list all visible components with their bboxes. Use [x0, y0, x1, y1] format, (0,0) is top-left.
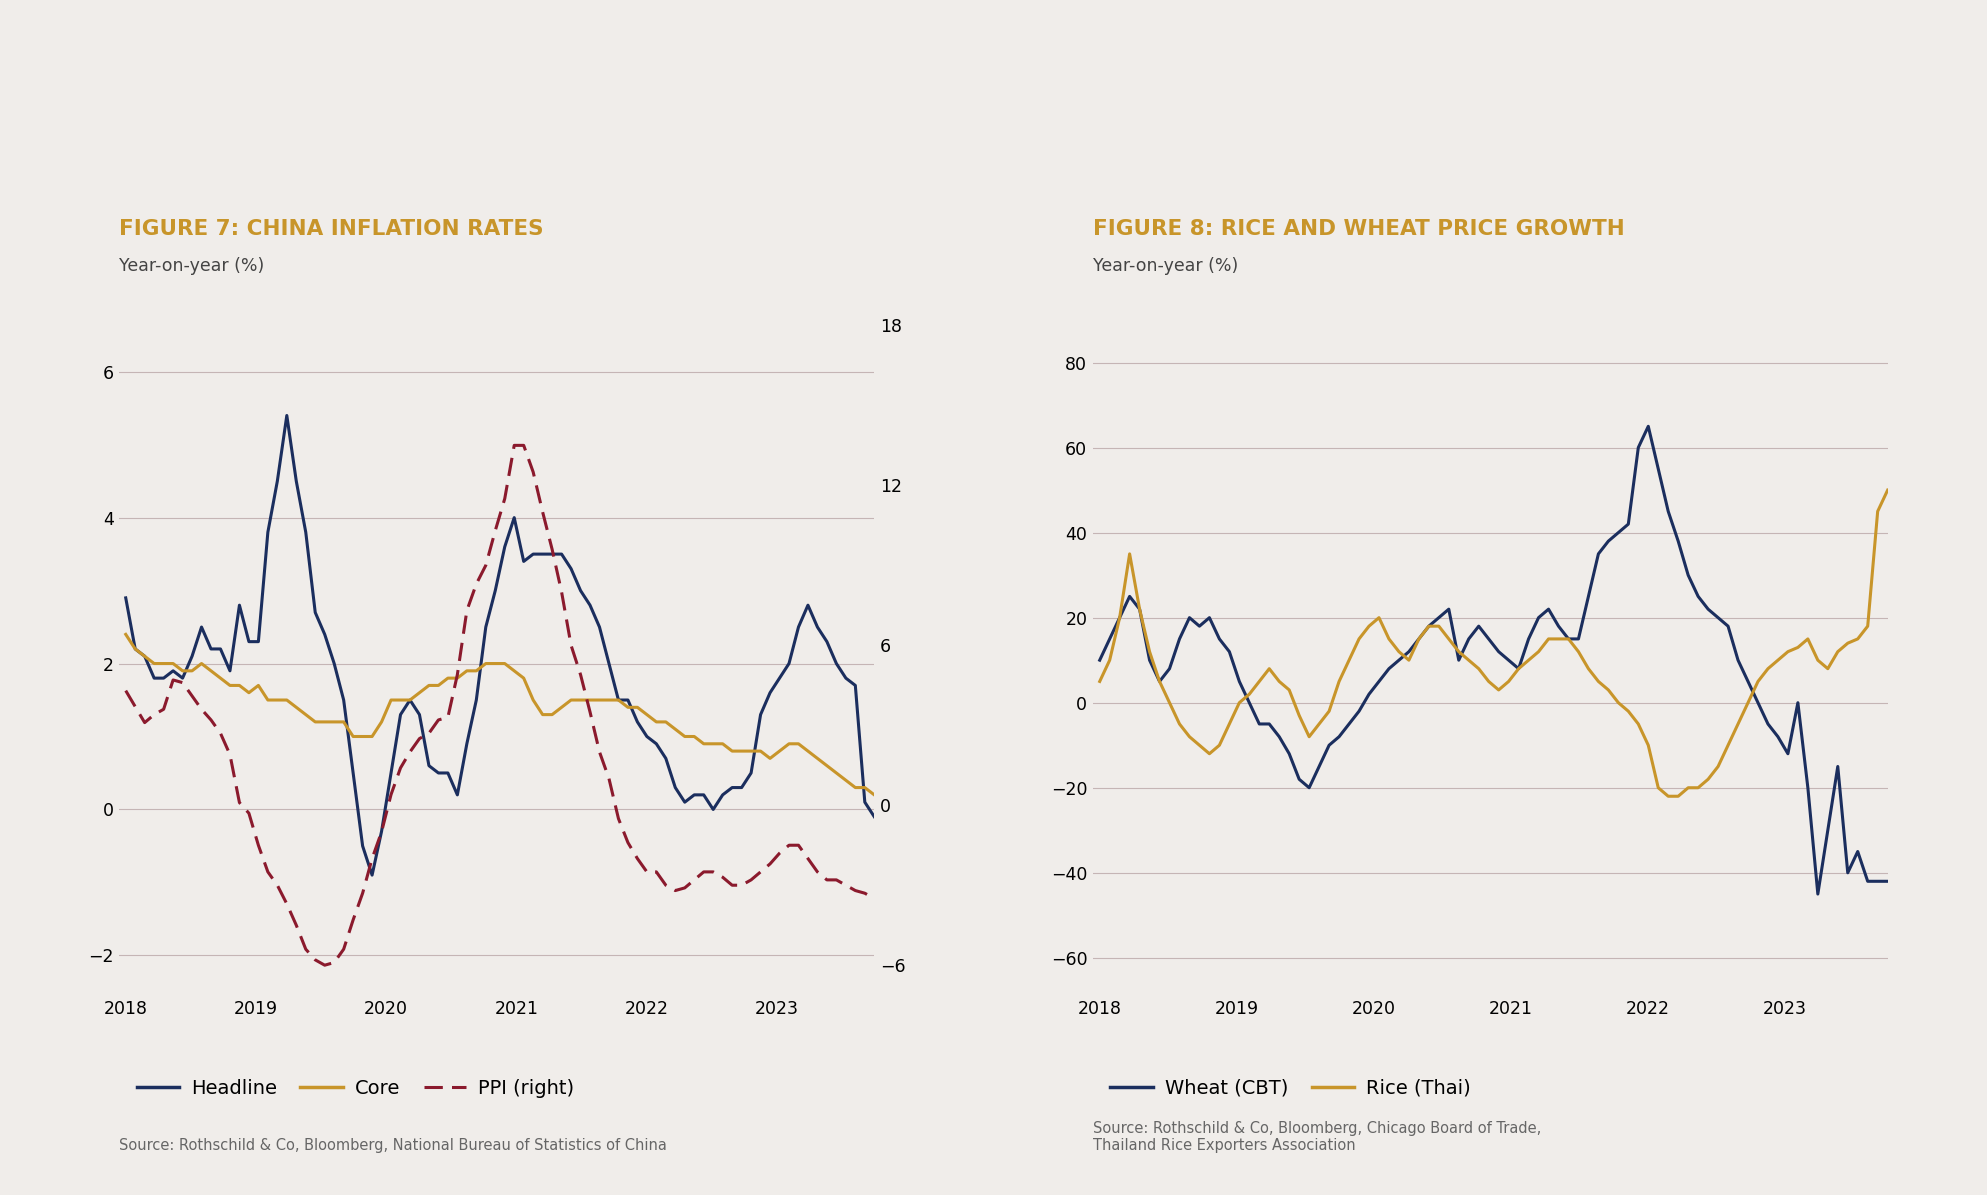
Text: Year-on-year (%): Year-on-year (%): [1093, 257, 1238, 275]
Legend: Wheat (CBT), Rice (Thai): Wheat (CBT), Rice (Thai): [1103, 1071, 1478, 1105]
Text: Source: Rothschild & Co, Bloomberg, Chicago Board of Trade,
Thailand Rice Export: Source: Rothschild & Co, Bloomberg, Chic…: [1093, 1121, 1542, 1153]
Text: Year-on-year (%): Year-on-year (%): [119, 257, 264, 275]
Text: FIGURE 7: CHINA INFLATION RATES: FIGURE 7: CHINA INFLATION RATES: [119, 219, 544, 239]
Text: Source: Rothschild & Co, Bloomberg, National Bureau of Statistics of China: Source: Rothschild & Co, Bloomberg, Nati…: [119, 1138, 668, 1153]
Legend: Headline, Core, PPI (right): Headline, Core, PPI (right): [129, 1071, 582, 1105]
Text: FIGURE 8: RICE AND WHEAT PRICE GROWTH: FIGURE 8: RICE AND WHEAT PRICE GROWTH: [1093, 219, 1625, 239]
